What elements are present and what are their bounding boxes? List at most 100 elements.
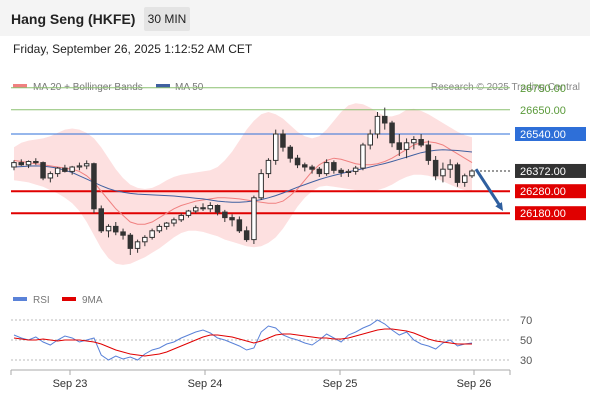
candle-down: [432, 159, 439, 177]
rsi-tick-label: 50: [520, 335, 532, 347]
candle-down: [294, 157, 301, 166]
candle-up: [11, 162, 17, 168]
candle-down: [113, 225, 119, 233]
interval-label: 30 MIN: [148, 12, 187, 26]
candle-up: [149, 230, 155, 238]
candle-up: [54, 167, 61, 175]
candle-down: [18, 162, 24, 166]
bollinger-band-area: [14, 103, 472, 265]
candle-up: [374, 115, 381, 135]
ma50-line: [13, 149, 473, 203]
candle-down: [389, 122, 395, 144]
candle-up: [360, 144, 366, 169]
candle-up: [171, 219, 177, 224]
candle-up: [134, 241, 141, 249]
candle-down: [33, 161, 39, 164]
interval-badge[interactable]: [144, 7, 190, 31]
candle-down: [280, 133, 286, 148]
level-label: 26180.00: [520, 208, 566, 220]
level-label: 26372.00: [520, 166, 566, 178]
candle-up: [345, 170, 352, 173]
candle-up: [403, 142, 410, 150]
x-tick-label: Sep 25: [323, 378, 358, 390]
candle-down: [243, 230, 250, 241]
level-label-box: [515, 206, 586, 221]
candle-up: [265, 159, 272, 175]
candle-up: [25, 161, 32, 166]
x-tick-label: Sep 26: [457, 378, 492, 390]
candle-up: [462, 175, 468, 183]
candle-up: [76, 165, 83, 168]
candle-down: [200, 207, 206, 210]
rsi-line: [13, 319, 473, 361]
candle-down: [316, 168, 323, 175]
candle-down: [302, 164, 308, 168]
candle-up: [178, 214, 184, 221]
candle-down: [418, 139, 424, 146]
bollinger-bands: [14, 103, 472, 265]
rsi-ma-line: [13, 328, 472, 357]
ma20-line: [13, 141, 473, 225]
instrument-title: Hang Seng (HKFE): [11, 11, 135, 27]
candle-up: [469, 170, 475, 177]
candle-up: [323, 162, 330, 175]
rsi-ma-legend-label: 9MA: [82, 295, 103, 306]
candle-down: [62, 167, 68, 172]
forecast-arrow-shaft: [474, 168, 502, 207]
candle-down: [236, 219, 243, 232]
candle-up: [47, 173, 54, 179]
rsi-ma-legend-swatch: [62, 297, 76, 301]
header-bar: [0, 0, 590, 36]
candle-up: [83, 163, 90, 167]
forecast-arrow-head: [495, 202, 503, 211]
candle-up: [207, 205, 213, 210]
candle-down: [454, 164, 461, 183]
candle-down: [222, 211, 228, 219]
candle-up: [105, 225, 112, 232]
candles: [11, 107, 475, 255]
level-label-box: [515, 127, 586, 141]
x-tick-label: Sep 23: [53, 378, 88, 390]
level-label-box: [515, 163, 586, 178]
moving-averages: [13, 141, 473, 225]
candle-up: [142, 236, 148, 243]
candle-up: [440, 168, 446, 177]
rsi-panel: 70 50 30: [11, 315, 532, 367]
candle-down: [214, 205, 221, 213]
candle-up: [258, 173, 264, 199]
x-axis: Sep 23 Sep 24 Sep 25 Sep 26: [10, 370, 511, 390]
forecast-arrow: [474, 168, 503, 211]
candle-down: [309, 166, 315, 170]
candle-down: [382, 115, 388, 124]
candle-down: [127, 234, 134, 249]
x-tick-label: Sep 24: [188, 378, 223, 390]
candle-down: [91, 163, 97, 210]
level-label: 26650.00: [520, 105, 566, 117]
candle-up: [447, 164, 453, 170]
candle-up: [193, 207, 199, 212]
candle-up: [273, 133, 279, 161]
candle-up: [163, 222, 170, 227]
candle-up: [156, 225, 163, 232]
candle-up: [69, 166, 75, 172]
candle-down: [338, 169, 344, 174]
candle-up: [367, 133, 373, 146]
rsi-tick-label: 30: [520, 355, 532, 367]
candle-down: [40, 162, 46, 179]
candle-down: [120, 231, 126, 236]
rsi-legend-label: RSI: [33, 295, 50, 306]
datetime-label: Friday, September 26, 2025 1:12:52 AM CE…: [13, 42, 253, 56]
ma50-legend-swatch: [156, 84, 170, 88]
candle-up: [185, 210, 192, 216]
level-label: 26750.00: [520, 83, 566, 95]
candle-up: [352, 167, 359, 172]
candle-down: [331, 162, 337, 171]
level-label: 26280.00: [520, 186, 566, 198]
candle-down: [396, 142, 402, 150]
ma20-legend-swatch: [13, 84, 27, 88]
candle-up: [411, 139, 417, 144]
rsi-legend-swatch: [13, 297, 27, 301]
level-label-box: [515, 184, 586, 199]
